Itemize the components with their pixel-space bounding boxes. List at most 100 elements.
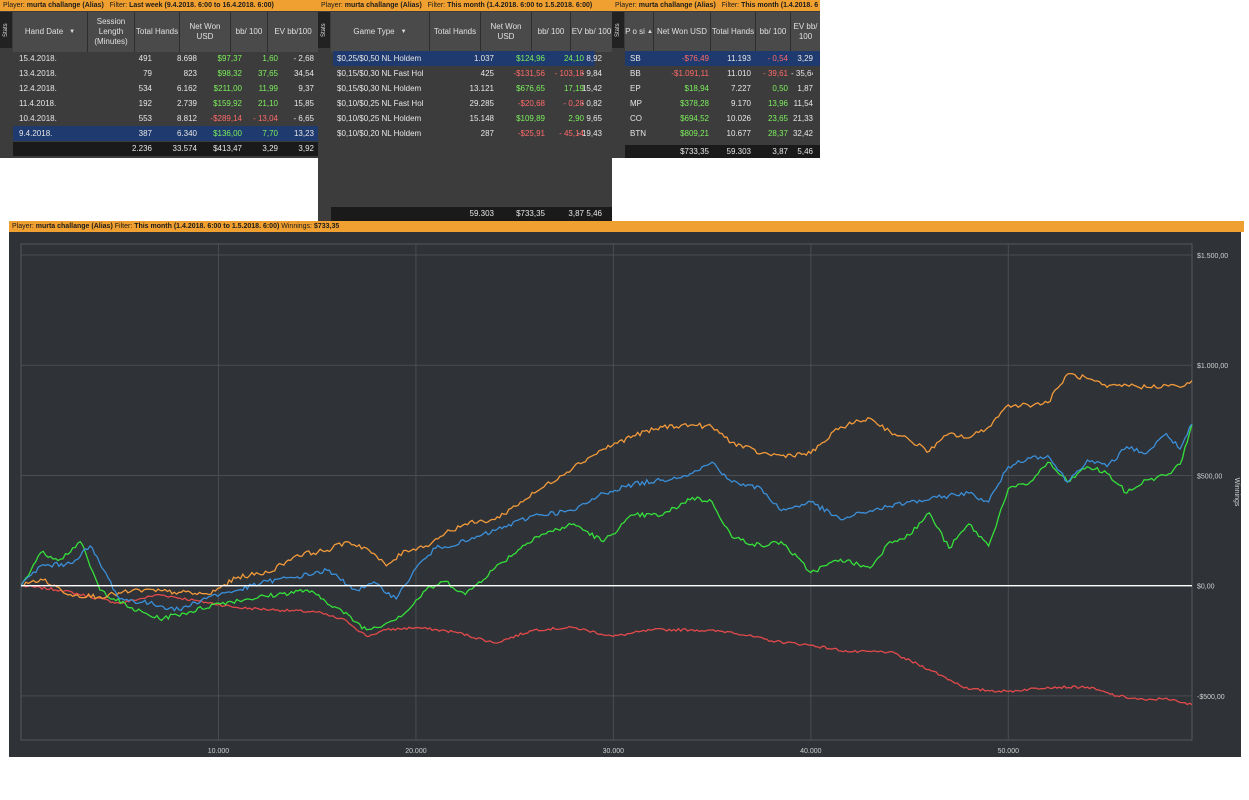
table-row[interactable]: BTN $809,21 10.677 28,37 32,42	[625, 126, 820, 141]
total-ev: 5,46	[586, 209, 602, 218]
table-header: Game Type ▼ Total Hands Net Won USD bb/ 1…	[331, 12, 612, 52]
filter-value[interactable]: This month (1.4.2018. 6:00 to 1.5.2018. …	[447, 2, 593, 9]
player-name: murta challange (Alias)	[26, 2, 104, 9]
table-row[interactable]: $0,10/$0,25 NL Fast Hol 29.285 -$20,68 - 0,…	[333, 96, 602, 111]
session-length: 553	[138, 114, 152, 123]
col-net-won[interactable]: Net Won USD	[654, 12, 711, 52]
totals-row: 59.303 $733,35 3,87 5,46	[331, 207, 612, 221]
winnings-chart[interactable]: 10.000 20.000 30.000 40.000 50.000 -$500,00 $0…	[9, 232, 1241, 757]
bb100: 23,65	[767, 114, 788, 123]
table-row[interactable]: EP $18,94 7.227 0,50 1,87	[625, 81, 820, 96]
total-hands: 425	[480, 69, 494, 78]
col-position[interactable]: P o si ▲	[625, 12, 654, 52]
table-row[interactable]: 12.4.2018. 534 6.162 $211,00 11,99 9,37	[13, 81, 318, 96]
total-hands: 10.677	[726, 129, 751, 138]
table-row[interactable]: 10.4.2018. 553 8.812 -$289,14 - 13,04 - 6,65	[13, 111, 318, 126]
total-hands: 6.340	[176, 129, 197, 138]
col-bb100[interactable]: bb/ 100	[756, 12, 791, 52]
sort-asc-icon: ▲	[646, 29, 653, 35]
y-tick-label: -$500,00	[1197, 694, 1225, 701]
total-hands: 9.170	[730, 99, 751, 108]
table-row[interactable]: 9.4.2018. 387 6.340 $136,00 7,70 13,23	[13, 126, 318, 141]
hand-date: 11.4.2018.	[19, 99, 57, 108]
stats-tab[interactable]: Stats	[612, 12, 624, 48]
net-won: $98,32	[217, 69, 242, 78]
col-bb100[interactable]: bb/ 100	[532, 12, 571, 52]
col-session-length[interactable]: Session Length (Minutes)	[88, 12, 135, 52]
col-total-hands[interactable]: Total Hands	[430, 12, 481, 52]
game-type: $0,10/$0,20 NL Holdem	[337, 129, 422, 138]
player-label: Player:	[3, 2, 25, 9]
position: EP	[630, 84, 641, 93]
filter-value[interactable]: Last week (9.4.2018. 6:00 to 16.4.2018. …	[129, 2, 274, 9]
total-ev: 5,46	[797, 147, 813, 156]
session-length: 387	[138, 129, 152, 138]
table-row[interactable]: BB -$1.091,11 11.010 - 39,61- 35,64	[625, 66, 820, 81]
bb100: 13,96	[767, 99, 788, 108]
total-hands: 59.303	[726, 147, 751, 156]
y-axis-label: Winnings	[1233, 478, 1240, 507]
table-row[interactable]: 13.4.2018. 79 823 $98,32 37,65 34,54	[13, 66, 318, 81]
game-type: $0,10/$0,25 NL Fast Hol	[337, 99, 424, 108]
bb100: - 13,04	[253, 114, 278, 123]
col-ev-bb100[interactable]: EV bb/ 100	[791, 12, 820, 52]
table-row[interactable]: SB -$76,49 11.193 - 0,54 3,29	[625, 51, 820, 66]
x-tick-label: 10.000	[208, 748, 230, 755]
filter-label: Filter:	[114, 223, 133, 230]
hand-date: 10.4.2018.	[19, 114, 57, 123]
session-stats-panel: Player: murta challange (Alias) Filter: …	[0, 0, 318, 158]
filter-value[interactable]: This month (1.4.2018. 6	[741, 2, 819, 9]
col-game-type[interactable]: Game Type ▼	[331, 12, 430, 52]
filter-value[interactable]: This month (1.4.2018. 6:00 to 1.5.2018. …	[134, 223, 280, 230]
ev-bb100: 11,54	[793, 99, 813, 108]
net-won: -$131,56	[513, 69, 545, 78]
table-row[interactable]: 15.4.2018. 491 8.698 $97,37 1,60 - 2,68	[13, 51, 318, 66]
series-line-orange	[21, 372, 1193, 600]
filter-label: Filter:	[721, 2, 740, 9]
bb100: 0,50	[772, 84, 788, 93]
ev-bb100: 13,23	[293, 129, 314, 138]
table-row[interactable]: $0,10/$0,20 NL Holdem 287 -$25,91 - 45,14- …	[333, 126, 602, 141]
net-won: -$20,68	[517, 99, 545, 108]
y-tick-label: $0,00	[1197, 584, 1215, 591]
col-net-won[interactable]: Net Won USD	[481, 12, 532, 52]
session-length: 534	[138, 84, 152, 93]
ev-bb100: - 9,84	[581, 69, 602, 78]
col-bb100[interactable]: bb/ 100	[231, 12, 268, 52]
table-row[interactable]: MP $378,28 9.170 13,96 11,54	[625, 96, 820, 111]
stats-tab[interactable]: Stats	[0, 12, 12, 48]
col-ev-bb100[interactable]: EV bb/ 100	[571, 12, 612, 52]
table-row[interactable]: $0,15/$0,30 NL Holdem 13.121 $676,65 17,19 1…	[333, 81, 602, 96]
ev-bb100: 32,42	[792, 129, 813, 138]
session-length: 491	[138, 54, 152, 63]
net-won: $136,00	[213, 129, 242, 138]
total-hands: 7.227	[730, 84, 751, 93]
col-hand-date[interactable]: Hand Date ▼	[13, 12, 88, 52]
table-row[interactable]: $0,10/$0,25 NL Holdem 15.148 $109,89 2,90 9,…	[333, 111, 602, 126]
total-won: $413,47	[213, 144, 242, 153]
col-total-hands[interactable]: Total Hands	[711, 12, 756, 52]
game-type: $0,10/$0,25 NL Holdem	[337, 114, 422, 123]
total-hands: 2.739	[176, 99, 197, 108]
table-row[interactable]: $0,15/$0,30 NL Fast Hol 425 -$131,56 - 103,…	[333, 66, 602, 81]
bb100: 2,90	[568, 114, 584, 123]
ev-bb100: - 2,68	[293, 54, 314, 63]
bb100: 17,19	[563, 84, 584, 93]
ev-bb100: 1,87	[797, 84, 813, 93]
position: MP	[630, 99, 642, 108]
col-net-won[interactable]: Net Won USD	[180, 12, 231, 52]
col-ev-bb100[interactable]: EV bb/100	[268, 12, 318, 52]
sort-desc-icon: ▼	[69, 29, 76, 35]
col-total-hands[interactable]: Total Hands	[135, 12, 180, 52]
hand-date: 12.4.2018.	[19, 84, 57, 93]
ev-bb100: 9,65	[586, 114, 602, 123]
y-tick-label: $500,00	[1197, 473, 1222, 480]
stats-tab[interactable]: Stats	[318, 12, 330, 48]
ev-bb100: 15,85	[293, 99, 314, 108]
table-row[interactable]: 11.4.2018. 192 2.739 $159,92 21,10 15,85	[13, 96, 318, 111]
total-hands: 287	[480, 129, 494, 138]
table-row[interactable]: CO $694,52 10.026 23,65 21,33	[625, 111, 820, 126]
table-row[interactable]: $0,25/$0,50 NL Holdem 1.037 $124,96 24,10 8,…	[333, 51, 602, 66]
session-length: 79	[143, 69, 152, 78]
ev-bb100: - 19,43	[577, 129, 602, 138]
